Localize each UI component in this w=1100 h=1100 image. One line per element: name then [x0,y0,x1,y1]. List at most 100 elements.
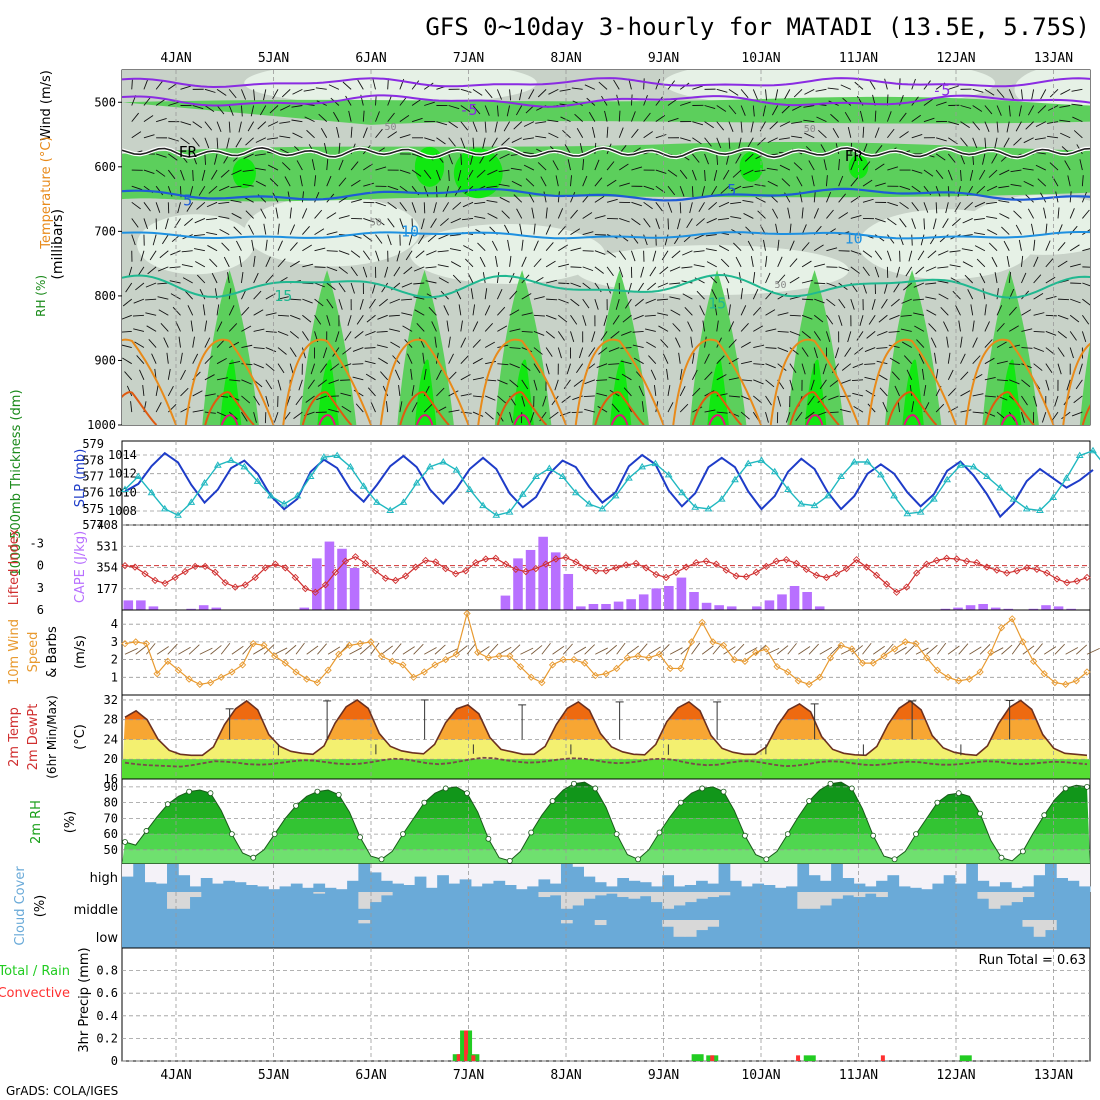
wind-marker [1008,615,1016,623]
wind-barb [228,121,231,133]
wind-barb [253,328,265,332]
wind-barb [789,347,799,355]
wind-marker [409,673,418,681]
wind-marker [570,655,578,664]
wind-barb [351,198,362,203]
tick-label: 579 [82,437,104,451]
thickness-marker [571,488,580,496]
cape-bar [136,600,146,610]
contour-label: FR [179,143,198,161]
wind-barb [730,216,742,219]
wind-marker [153,670,161,678]
wind-barb [838,193,846,203]
wind-barb [920,234,925,246]
wind-barb [528,89,535,100]
wind-barb [986,216,998,219]
wind-barb [643,131,653,139]
wind-barb [988,169,998,178]
wind-barb [487,212,498,219]
cloud-bar-high [1056,878,1068,892]
wind-marker [538,678,546,687]
lifted-marker [331,568,340,576]
wind-barb [155,118,167,123]
wind-barb [167,169,176,180]
wind-barb [606,161,615,171]
temp-contour-20 [964,338,1055,425]
wind-barb [817,395,827,404]
wind-barb [935,153,946,161]
rh-marker [271,831,278,837]
wind-barb [484,323,494,332]
wind-barb [484,411,494,420]
contour-label: 5 [183,191,192,209]
rh-marker [549,798,556,804]
rh-marker [977,810,984,817]
cape-bar [676,577,687,610]
cape-bar [701,602,712,610]
wind-barb [874,163,885,171]
lifted-marker [672,568,680,576]
wind-barb [1067,175,1071,187]
wind-barb [829,379,839,387]
wind-barb [240,272,244,284]
wind-barb [314,228,325,235]
wind-barb [177,202,181,214]
wind-barb [450,218,461,224]
tick-label: 24 [104,732,118,746]
wind-barb [301,191,304,203]
wind-barb [305,395,315,403]
wind-barb [448,153,453,165]
cape-bar [148,606,159,610]
wind-marker [677,664,685,673]
wind-barb [984,321,990,332]
wind-barb [533,363,541,374]
thickness-marker [797,500,806,507]
wind-barb [387,185,399,191]
thickness-marker [545,464,554,471]
wind-barb [584,408,595,413]
wind-barb [354,331,364,339]
wind-barb [143,169,155,174]
wind-barb [612,315,620,325]
wind-barb [277,347,287,355]
wind-barb [616,642,626,655]
cape-bar [525,549,536,610]
wind-barb [795,411,803,422]
lifted-marker [812,571,821,579]
wind-barb [190,320,194,332]
wind-barb [704,105,716,110]
wind-barb [448,336,451,348]
wind-barb [279,135,291,139]
wind-barb [886,111,892,122]
wind-barb [314,175,317,187]
wind-barb [350,266,358,277]
wind-barb [387,112,395,122]
wind-barb [498,646,512,655]
wind-barb [604,110,608,122]
wind-barb [911,202,919,212]
wind-barb [1013,210,1022,219]
wind-barb [260,208,267,219]
wind-barb [314,192,320,203]
wind-barb [131,201,141,210]
wind-barb [151,353,157,364]
wind-barb [204,137,210,149]
wind-barb [411,117,423,123]
thickness-marker [678,488,686,496]
cloud-gap [594,920,607,926]
rh-marker [955,790,962,797]
wind-barb [964,274,974,284]
thickness-marker [784,485,792,492]
wind-barb [996,121,999,133]
cloud-bar-high [392,883,404,892]
precip-convective-bar [880,1055,885,1061]
cloud-bar-high [155,883,168,892]
wind-barb [645,298,656,304]
wind-barb [545,242,554,252]
wind-barb [937,266,949,269]
wind-barb [452,274,462,284]
wind-barb [597,405,608,413]
wind-barb [486,185,498,189]
lifted-marker [181,567,189,576]
